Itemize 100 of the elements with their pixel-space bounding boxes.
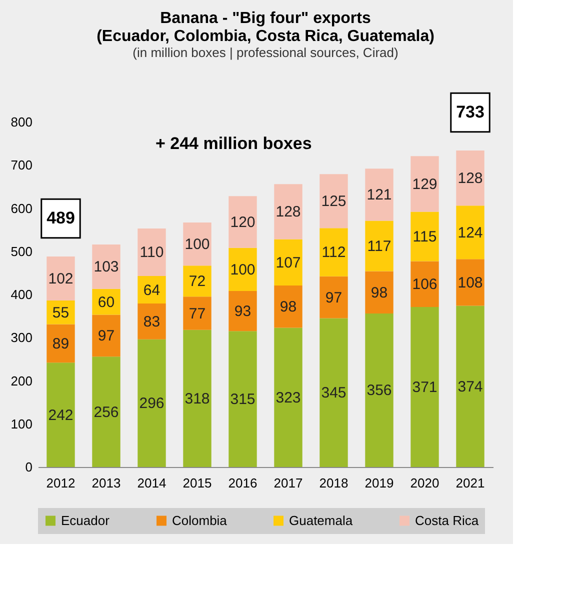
data-label: 345 <box>321 384 346 402</box>
bar <box>274 328 302 467</box>
bar <box>46 362 75 467</box>
data-label: 323 <box>276 389 301 406</box>
data-label: 120 <box>230 214 256 232</box>
data-label: 93 <box>234 303 252 320</box>
bar <box>365 168 394 221</box>
bar <box>92 314 120 357</box>
data-label: 374 <box>458 378 483 396</box>
data-label: 98 <box>280 298 297 316</box>
bar <box>46 256 75 301</box>
data-label: 97 <box>325 289 342 306</box>
y-tick-label: 500 <box>10 244 32 259</box>
data-label: 315 <box>230 391 256 408</box>
bar <box>410 156 439 212</box>
data-label: 60 <box>98 294 115 311</box>
bar <box>274 285 302 328</box>
data-label: 356 <box>366 382 392 400</box>
x-tick-label: 2017 <box>274 476 303 490</box>
y-tick-label: 200 <box>10 373 32 388</box>
bar <box>92 356 120 467</box>
bar <box>183 296 212 330</box>
data-label: 102 <box>48 270 74 288</box>
data-label: 125 <box>321 193 346 210</box>
bar <box>320 276 348 318</box>
text: (in million boxes | professional sources, Cirad) <box>132 45 398 60</box>
data-label: 72 <box>188 273 206 290</box>
data-label: 89 <box>52 335 70 352</box>
data-label: 103 <box>94 258 119 276</box>
data-label: 64 <box>143 282 160 299</box>
bar <box>365 313 394 467</box>
data-label: 77 <box>188 305 206 322</box>
y-tick-label: 700 <box>10 158 32 173</box>
bar <box>456 306 484 467</box>
bar <box>456 259 484 306</box>
total-label: 733 <box>456 102 484 122</box>
data-label: 117 <box>367 238 392 255</box>
total-label: 489 <box>46 208 75 228</box>
y-tick-label: 800 <box>10 114 32 130</box>
bar <box>138 228 166 276</box>
data-label: 115 <box>412 228 437 246</box>
data-label: 112 <box>322 244 346 262</box>
chart-title: Banana - "Big four" exports <box>160 10 371 28</box>
data-label: 110 <box>140 244 164 262</box>
data-label: 97 <box>98 328 115 345</box>
x-tick-label: 2015 <box>182 476 212 490</box>
bar <box>456 150 484 206</box>
legend-label: Ecuador <box>61 512 110 528</box>
data-label: 128 <box>276 204 301 221</box>
y-tick-label: 100 <box>10 416 32 432</box>
y-tick-label: 0 <box>25 460 32 474</box>
bar <box>365 271 394 314</box>
bar <box>274 184 302 240</box>
data-label: 55 <box>52 304 70 322</box>
legend-label: Guatemala <box>289 512 354 528</box>
data-label: 296 <box>139 395 164 412</box>
y-tick-label: 300 <box>10 330 32 346</box>
data-label: 106 <box>412 276 438 294</box>
data-label: 83 <box>143 313 160 330</box>
y-tick-label: 600 <box>10 200 32 216</box>
bar <box>228 331 257 467</box>
x-tick-label: 2019 <box>364 476 394 490</box>
bar <box>138 304 166 340</box>
annotation: + 244 million boxes <box>155 134 312 153</box>
bar <box>365 220 394 272</box>
data-label: 129 <box>412 176 438 193</box>
y-tick-label: 400 <box>10 287 32 302</box>
data-label: 242 <box>48 406 74 424</box>
data-label: 108 <box>458 274 483 292</box>
bar <box>228 248 257 292</box>
x-tick-label: 2012 <box>46 476 76 490</box>
data-label: 128 <box>458 170 483 188</box>
bar <box>320 318 348 467</box>
data-label: 256 <box>94 404 119 421</box>
x-tick-label: 2020 <box>410 476 440 490</box>
bar <box>183 222 212 266</box>
data-label: 100 <box>230 261 256 278</box>
chart-subtitle: (Ecuador, Colombia, Costa Rica, Guatemala) <box>96 28 434 46</box>
bar <box>410 212 439 262</box>
bar <box>92 244 120 289</box>
legend-label: Colombia <box>172 512 228 528</box>
bar <box>274 239 302 286</box>
bar <box>228 196 257 248</box>
data-label: 100 <box>184 236 210 254</box>
x-tick-label: 2013 <box>92 476 121 490</box>
data-label: 318 <box>184 390 210 408</box>
x-tick-label: 2016 <box>228 476 258 490</box>
bar <box>320 174 348 228</box>
x-tick-label: 2014 <box>137 476 166 490</box>
data-label: 124 <box>458 224 483 242</box>
x-tick-label: 2021 <box>456 476 485 490</box>
bar <box>183 266 212 297</box>
data-label: 107 <box>276 254 301 272</box>
bar <box>456 206 484 260</box>
legend-label: Costa Rica <box>415 512 480 528</box>
bar <box>410 261 439 308</box>
bar <box>410 307 439 467</box>
data-label: 371 <box>412 379 438 396</box>
bar <box>183 330 212 467</box>
bar <box>138 339 166 467</box>
